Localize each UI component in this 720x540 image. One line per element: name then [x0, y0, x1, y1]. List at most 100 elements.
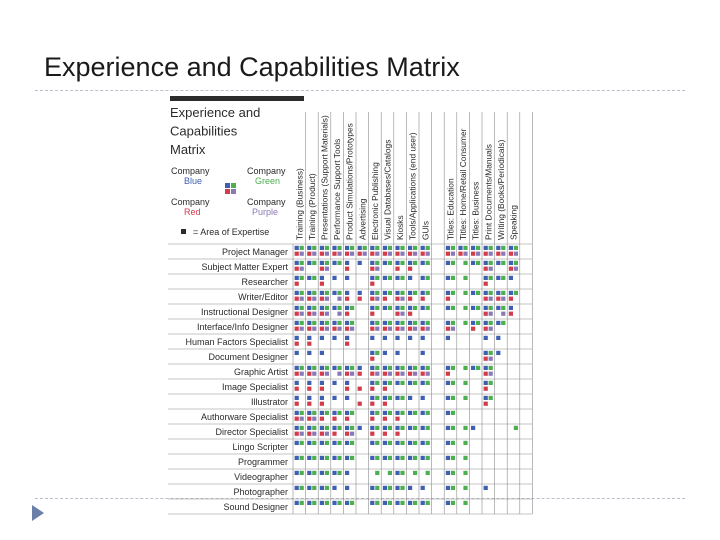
expertise-mark: [357, 425, 362, 430]
expertise-mark: [382, 350, 387, 355]
expertise-mark: [387, 470, 392, 475]
legend-company-blue-name: Blue: [184, 176, 202, 186]
legend-expertise-label: = Area of Expertise: [193, 227, 269, 237]
expertise-mark: [345, 440, 350, 445]
expertise-mark: [382, 440, 387, 445]
expertise-mark: [501, 320, 506, 325]
triangle-bullet-icon[interactable]: [32, 505, 44, 521]
expertise-mark: [319, 275, 324, 280]
expertise-mark: [375, 260, 380, 265]
expertise-mark: [357, 371, 362, 376]
expertise-mark: [312, 305, 317, 310]
expertise-mark: [420, 275, 425, 280]
expertise-mark: [496, 260, 501, 265]
footer-divider: [35, 498, 685, 499]
expertise-mark: [332, 440, 337, 445]
expertise-mark: [294, 275, 299, 280]
expertise-mark: [350, 410, 355, 415]
expertise-mark: [425, 455, 430, 460]
expertise-mark: [445, 440, 450, 445]
expertise-mark: [400, 395, 405, 400]
expertise-mark: [337, 470, 342, 475]
expertise-mark: [400, 485, 405, 490]
expertise-mark: [294, 326, 299, 331]
expertise-mark: [307, 326, 312, 331]
expertise-mark: [395, 245, 400, 250]
expertise-mark: [370, 311, 375, 316]
expertise-mark: [483, 371, 488, 376]
expertise-mark: [408, 500, 413, 505]
expertise-mark: [312, 500, 317, 505]
expertise-mark: [299, 365, 304, 370]
expertise-mark: [345, 275, 350, 280]
expertise-mark: [307, 395, 312, 400]
expertise-mark: [408, 425, 413, 430]
expertise-mark: [483, 365, 488, 370]
expertise-mark: [370, 305, 375, 310]
expertise-mark: [332, 320, 337, 325]
expertise-mark: [294, 335, 299, 340]
expertise-mark: [408, 251, 413, 256]
expertise-mark: [324, 266, 329, 271]
expertise-mark: [299, 326, 304, 331]
expertise-mark: [408, 485, 413, 490]
expertise-mark: [319, 386, 324, 391]
expertise-mark: [382, 500, 387, 505]
expertise-mark: [362, 251, 367, 256]
expertise-mark: [408, 275, 413, 280]
expertise-mark: [350, 431, 355, 436]
expertise-mark: [488, 296, 493, 301]
expertise-mark: [395, 371, 400, 376]
expertise-mark: [395, 305, 400, 310]
row-label: Subject Matter Expert: [201, 262, 288, 272]
expertise-mark: [370, 485, 375, 490]
expertise-mark: [294, 245, 299, 250]
expertise-mark: [445, 245, 450, 250]
expertise-mark: [387, 290, 392, 295]
expertise-mark: [370, 326, 375, 331]
expertise-mark: [370, 281, 375, 286]
expertise-mark: [332, 380, 337, 385]
expertise-mark: [425, 365, 430, 370]
expertise-mark: [450, 290, 455, 295]
row-label: Lingo Scripter: [232, 442, 288, 452]
matrix-heading: Capabilities: [170, 124, 238, 139]
expertise-mark: [382, 395, 387, 400]
expertise-mark: [350, 245, 355, 250]
expertise-mark: [357, 401, 362, 406]
expertise-mark: [370, 296, 375, 301]
expertise-mark: [420, 380, 425, 385]
row-label: Human Factors Specialist: [185, 337, 288, 347]
expertise-mark: [471, 251, 476, 256]
expertise-mark: [299, 320, 304, 325]
expertise-mark: [471, 365, 476, 370]
expertise-mark: [294, 485, 299, 490]
expertise-mark: [382, 431, 387, 436]
expertise-mark: [445, 251, 450, 256]
expertise-mark: [337, 371, 342, 376]
expertise-mark: [307, 416, 312, 421]
expertise-mark: [395, 500, 400, 505]
expertise-mark: [496, 305, 501, 310]
expertise-mark: [387, 425, 392, 430]
expertise-mark: [337, 410, 342, 415]
expertise-mark: [382, 305, 387, 310]
expertise-mark: [387, 326, 392, 331]
expertise-mark: [324, 260, 329, 265]
expertise-mark: [312, 371, 317, 376]
expertise-mark: [375, 425, 380, 430]
expertise-mark: [345, 365, 350, 370]
expertise-mark: [324, 305, 329, 310]
expertise-mark: [350, 320, 355, 325]
expertise-mark: [350, 326, 355, 331]
expertise-mark: [332, 305, 337, 310]
expertise-mark: [307, 425, 312, 430]
expertise-mark: [463, 500, 468, 505]
expertise-mark: [395, 275, 400, 280]
expertise-mark: [350, 425, 355, 430]
expertise-mark: [501, 305, 506, 310]
expertise-mark: [294, 341, 299, 346]
expertise-mark: [395, 470, 400, 475]
expertise-mark: [345, 290, 350, 295]
expertise-mark: [382, 251, 387, 256]
